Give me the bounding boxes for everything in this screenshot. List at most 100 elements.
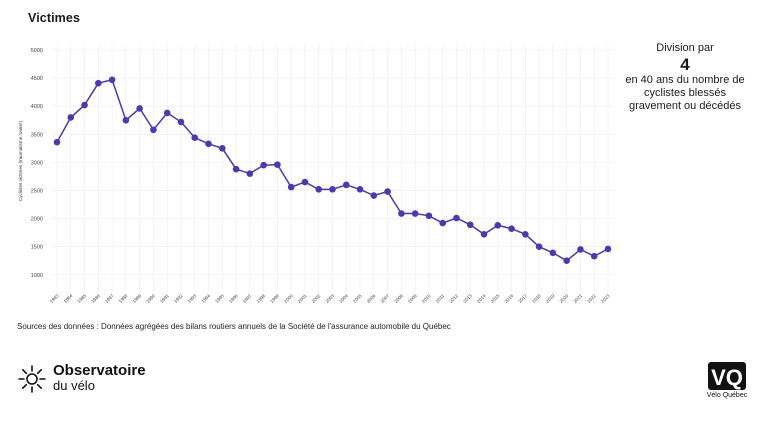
data-point (356, 186, 364, 193)
data-point (494, 222, 502, 229)
data-point (329, 186, 336, 193)
data-point (81, 101, 88, 109)
observatoire-logo: Observatoire du vélo (17, 363, 167, 397)
y-tick-label: 4500 (31, 76, 43, 82)
data-points (53, 76, 612, 265)
x-tick-label: 1996 (228, 293, 239, 304)
data-point (136, 105, 143, 112)
data-point (301, 178, 309, 186)
x-tick-label: 1993 (187, 293, 198, 304)
chart-title: Victimes (28, 11, 80, 25)
velo-quebec-caption: Vélo Québec (706, 392, 748, 399)
sources-note: Sources des données : Données agrégées d… (17, 322, 451, 331)
data-point (246, 170, 254, 177)
x-tick-label: 1995 (214, 293, 225, 304)
side-note-big-number: 4 (680, 55, 690, 74)
data-point (342, 181, 350, 189)
data-point (205, 140, 212, 148)
x-tick-label: 2000 (283, 293, 294, 304)
chart-grid (51, 45, 614, 292)
x-tick-label: 1999 (269, 293, 280, 304)
data-point (274, 161, 281, 168)
data-point (522, 231, 529, 238)
x-tick-label: 2023 (600, 293, 611, 304)
x-tick-label: 1985 (76, 293, 87, 304)
x-tick-label: 2002 (311, 293, 322, 304)
x-tick-label: 2013 (462, 293, 473, 304)
x-tick-label: 2017 (517, 293, 528, 304)
side-note: Division par 4 en 40 ans du nombre de cy… (610, 42, 760, 113)
data-point (163, 109, 171, 117)
y-tick-label: 1500 (31, 245, 43, 251)
data-point (191, 134, 199, 141)
x-tick-label: 2019 (545, 293, 556, 304)
x-axis-ticks: 1983 1984 1985 1986 1987 1988 1989 1990 1991 1992… (49, 293, 611, 304)
data-point (67, 114, 75, 121)
data-point (219, 145, 226, 152)
data-point (590, 252, 598, 260)
y-tick-label: 4000 (31, 104, 43, 110)
data-point (535, 243, 543, 250)
data-point (398, 210, 405, 217)
data-point (508, 225, 515, 232)
data-point (315, 186, 323, 193)
data-point (177, 118, 185, 126)
x-tick-label: 2021 (572, 293, 583, 304)
data-point (466, 221, 474, 229)
logo-title: Observatoire (53, 362, 146, 379)
y-tick-label: 1000 (31, 273, 43, 279)
data-point (122, 116, 130, 124)
data-point (108, 76, 116, 84)
x-tick-label: 2016 (504, 293, 515, 304)
x-tick-label: 2014 (476, 293, 487, 304)
data-point (549, 249, 557, 257)
side-note-line2: en 40 ans du nombre de (625, 74, 745, 86)
data-point (563, 257, 570, 265)
x-tick-label: 1994 (200, 293, 211, 304)
data-point (439, 219, 447, 227)
y-tick-label: 3500 (31, 132, 43, 138)
y-tick-label: 5000 (31, 48, 43, 54)
data-point (53, 138, 61, 146)
x-tick-label: 1992 (173, 293, 184, 304)
data-point (604, 245, 612, 253)
x-tick-label: 2011 (435, 293, 446, 304)
data-point (577, 246, 584, 253)
x-tick-label: 2018 (531, 293, 542, 304)
y-axis-label: Cyclistes victimes (traumatisme routier) (18, 120, 23, 201)
x-tick-label: 2006 (366, 293, 377, 304)
data-point (370, 192, 378, 199)
x-tick-label: 1987 (104, 293, 115, 304)
x-tick-label: 2009 (407, 293, 418, 304)
vq-mark: VQ (711, 365, 743, 390)
x-tick-label: 2001 (297, 293, 308, 304)
y-tick-label: 2500 (31, 188, 43, 194)
sun-icon (18, 365, 46, 393)
x-tick-label: 2020 (559, 293, 570, 304)
x-tick-label: 1998 (256, 293, 267, 304)
x-tick-label: 1989 (132, 293, 143, 304)
data-point (480, 231, 488, 238)
y-axis-ticks: 1000 1500 2000 2500 3000 3500 4000 4500 5000 (31, 48, 43, 279)
side-note-line4: gravement ou décédés (629, 100, 741, 112)
x-tick-label: 2022 (586, 293, 597, 304)
velo-quebec-logo-icon: VQ (708, 362, 746, 390)
data-point (425, 212, 433, 220)
x-tick-label: 2015 (490, 293, 501, 304)
x-tick-label: 2005 (352, 293, 363, 304)
x-tick-label: 2012 (448, 293, 459, 304)
y-tick-label: 3000 (31, 160, 43, 166)
x-tick-label: 2003 (324, 293, 335, 304)
data-point (95, 79, 102, 87)
data-point (232, 165, 240, 173)
data-point (287, 183, 295, 191)
x-tick-label: 1991 (159, 293, 170, 304)
x-tick-label: 1984 (63, 293, 74, 304)
line-chart: 1000 1500 2000 2500 3000 3500 4000 4500 5000 198… (18, 45, 614, 304)
data-point (453, 214, 460, 222)
x-tick-label: 2010 (421, 293, 432, 304)
side-note-line1: Division par (656, 42, 714, 54)
data-point (260, 161, 267, 169)
x-tick-label: 1988 (118, 293, 129, 304)
x-tick-label: 1986 (90, 293, 101, 304)
